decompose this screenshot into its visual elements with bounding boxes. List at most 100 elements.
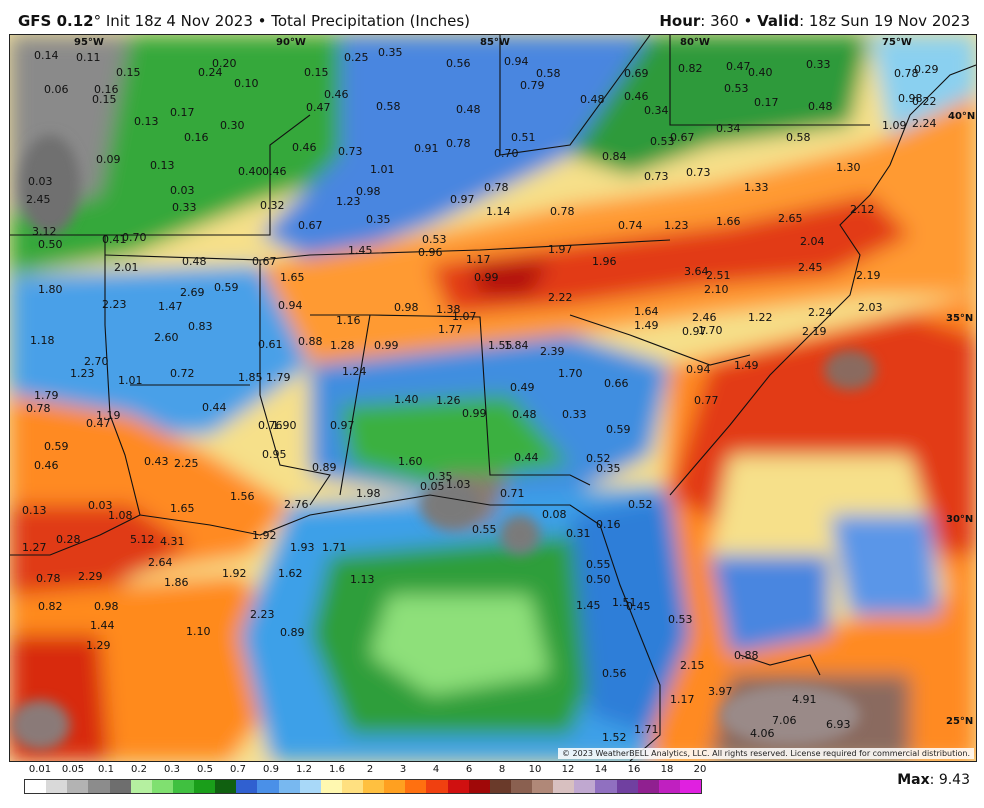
precip-value-label: 1.49 [734,359,759,372]
legend-label: 18 [660,764,674,775]
precip-value-label: 0.17 [754,96,779,109]
precip-value-label: 0.59 [214,281,239,294]
grid-label-95w: 95°W [74,37,104,48]
precip-value-label: 0.03 [28,175,53,188]
precip-value-label: 0.35 [366,213,391,226]
precip-value-label: 0.69 [624,67,649,80]
precip-value-label: 0.50 [586,573,611,586]
boundaries [10,35,976,761]
legend-swatch [489,780,511,793]
precip-value-label: 0.56 [602,667,627,680]
legend-label: 1.2 [296,764,312,775]
precip-value-label: 2.23 [250,608,275,621]
precip-value-label: 0.99 [474,271,499,284]
precip-value-label: 0.46 [324,88,349,101]
precip-value-label: 0.98 [94,600,119,613]
precip-value-label: 2.76 [284,498,309,511]
precip-value-label: 3.97 [708,685,733,698]
precip-value-label: 2.15 [680,659,705,672]
precip-value-label: 2.51 [706,269,731,282]
legend-label: 1.6 [329,764,345,775]
precip-value-label: 0.46 [624,90,649,103]
precip-value-label: 0.09 [96,153,121,166]
init-text: Init 18z 4 Nov 2023 • Total Precipitatio… [101,12,471,30]
precip-value-label: 0.73 [686,166,711,179]
precip-value-label: 0.72 [170,367,195,380]
precip-value-label: 2.04 [800,235,825,248]
precip-value-label: 0.78 [484,181,509,194]
precip-value-label: 0.03 [88,499,113,512]
legend-swatch [363,780,385,793]
precip-value-label: 1.80 [38,283,63,296]
grid-label-35n: 35°N [946,313,973,324]
legend-label: 14 [594,764,608,775]
precip-value-label: 2.46 [692,311,717,324]
precip-value-label: 0.46 [292,141,317,154]
precip-value-label: 0.24 [198,66,223,79]
precip-value-label: 1.77 [438,323,463,336]
legend-label: 0.01 [28,764,52,775]
precip-value-label: 1.55 [488,339,513,352]
precip-value-label: 1.71 [322,541,347,554]
precip-value-label: 0.53 [668,613,693,626]
precip-value-label: 0.43 [144,455,169,468]
precip-value-label: 0.41 [102,233,127,246]
precip-value-label: 3.12 [32,225,57,238]
precip-value-label: 0.70 [122,231,147,244]
precip-value-label: 0.08 [542,508,567,521]
precip-value-label: 0.35 [378,46,403,59]
precip-value-label: 0.53 [724,82,749,95]
precip-value-label: 0.16 [94,83,119,96]
legend-swatch [595,780,617,793]
precip-value-label: 0.13 [150,159,175,172]
legend-label: 0.7 [230,764,246,775]
precip-value-label: 0.46 [262,165,287,178]
precip-value-label: 0.94 [504,55,529,68]
precip-value-label: 0.78 [894,67,919,80]
legend-label: 0.3 [164,764,180,775]
precip-value-label: 0.14 [34,49,59,62]
precip-value-label: 0.58 [376,100,401,113]
precip-value-label: 0.76 [258,419,283,432]
precip-value-label: 1.93 [290,541,315,554]
legend-label: 3 [399,764,407,775]
precip-value-labels: 0.14 0.11 0.15 0.240.20 0.10 0.15 0.25 0.35 0.56… [22,46,939,744]
precip-value-label: 0.35 [428,470,453,483]
legend-label: 12 [561,764,575,775]
precip-value-label: 0.73 [338,145,363,158]
legend-label: 0.1 [98,764,114,775]
grid-label-85w: 85°W [480,37,510,48]
max-value: Max: 9.43 [897,772,970,788]
legend-swatch [468,780,490,793]
precip-value-label: 2.29 [78,570,103,583]
legend-swatch [405,780,427,793]
precip-value-label: 1.40 [394,393,419,406]
precip-value-label: 4.91 [792,693,817,706]
precip-value-label: 0.56 [446,57,471,70]
precip-value-label: 2.22 [548,291,573,304]
precip-value-label: 1.22 [748,311,773,324]
precip-value-label: 2.45 [798,261,823,274]
legend-swatch [172,780,194,793]
precip-value-label: 0.88 [734,649,759,662]
precip-value-label: 0.48 [808,100,833,113]
precip-value-label: 1.17 [466,253,491,266]
precip-value-label: 1.52 [602,731,627,744]
legend-label: 0.2 [131,764,147,775]
precip-value-label: 0.33 [562,408,587,421]
precip-value-label: 0.15 [116,66,141,79]
legend-swatch [679,780,701,793]
legend-swatch [236,780,258,793]
valid-value: : 18z Sun 19 Nov 2023 [799,12,970,30]
precip-value-label: 0.97 [330,419,355,432]
legend-swatch [88,780,110,793]
precip-value-label: 2.19 [856,269,881,282]
precip-value-label: 4.31 [160,535,185,548]
legend-label: 8 [498,764,506,775]
precip-field [10,35,976,761]
precip-value-label: 1.26 [436,394,461,407]
grid-label-80w: 80°W [680,37,710,48]
precip-value-label: 1.01 [370,163,395,176]
precip-value-label: 0.78 [550,205,575,218]
precip-value-label: 0.13 [22,504,47,517]
